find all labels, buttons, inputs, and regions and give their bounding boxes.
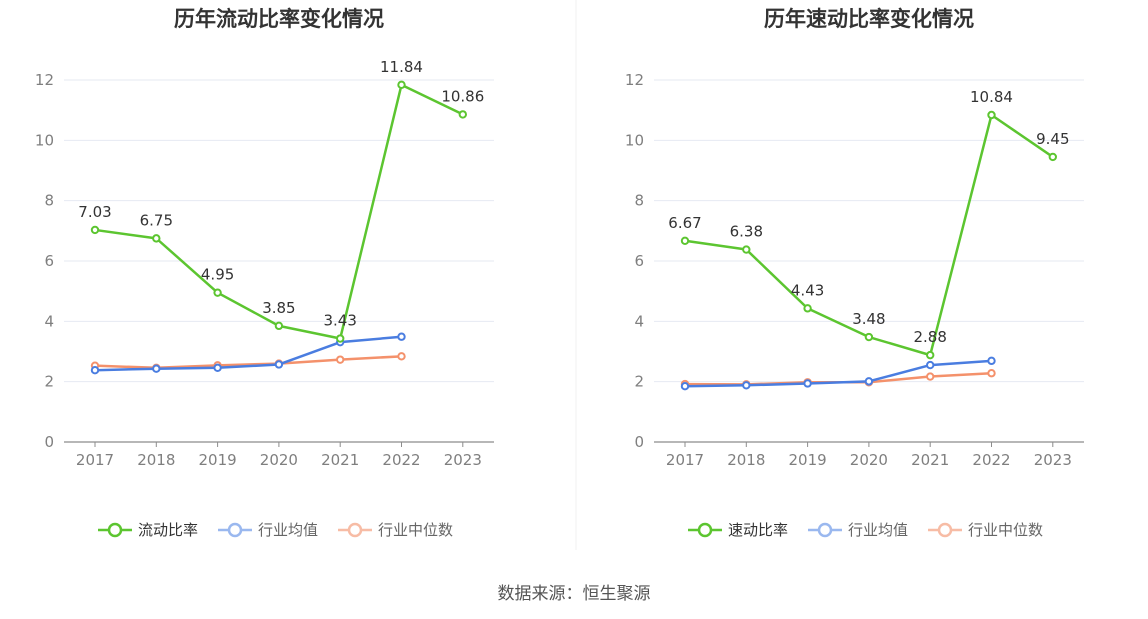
x-tick-label: 2019 — [789, 451, 827, 469]
data-point — [680, 381, 690, 391]
legend-label: 行业中位数 — [378, 521, 453, 539]
legend-label: 行业均值 — [848, 521, 908, 539]
data-point — [336, 355, 345, 364]
source-note: 数据来源：恒生聚源 — [498, 584, 651, 604]
x-tick-label: 2017 — [666, 451, 704, 469]
data-point — [213, 363, 222, 372]
legend-marker — [227, 522, 243, 538]
data-label: 10.86 — [441, 87, 484, 105]
data-point — [864, 377, 874, 386]
data-point — [803, 304, 812, 313]
y-tick-label: 8 — [634, 192, 644, 210]
y-tick-label: 6 — [44, 252, 54, 270]
y-tick-label: 12 — [625, 71, 644, 89]
data-label: 11.84 — [380, 58, 423, 76]
y-tick-label: 0 — [634, 433, 644, 451]
data-label: 6.75 — [140, 211, 173, 229]
data-point — [803, 379, 812, 388]
data-point — [397, 332, 406, 341]
data-point — [987, 369, 996, 378]
data-point — [926, 372, 935, 381]
y-tick-label: 10 — [35, 131, 54, 149]
data-label: 3.48 — [852, 310, 885, 328]
data-label: 3.43 — [323, 312, 356, 330]
legend-marker — [347, 522, 363, 538]
data-point — [987, 356, 996, 366]
data-point — [397, 80, 406, 90]
legend-marker — [817, 522, 833, 538]
data-label: 3.85 — [262, 299, 295, 317]
legend-label: 速动比率 — [728, 521, 788, 539]
series-line — [94, 335, 402, 372]
x-tick-label: 2017 — [76, 451, 114, 469]
data-point — [152, 234, 161, 243]
y-tick-label: 2 — [44, 373, 54, 391]
data-label: 4.95 — [201, 266, 234, 284]
data-label: 7.03 — [78, 203, 111, 221]
x-tick-label: 2018 — [727, 451, 765, 469]
x-tick-label: 2022 — [382, 451, 420, 469]
data-label: 2.88 — [913, 328, 946, 346]
legend-label: 行业均值 — [258, 521, 318, 539]
x-tick-label: 2022 — [972, 451, 1010, 469]
chart-title: 历年流动比率变化情况 — [174, 7, 384, 31]
x-tick-label: 2019 — [199, 451, 237, 469]
y-tick-label: 0 — [44, 433, 54, 451]
data-label: 10.84 — [970, 88, 1013, 106]
data-point — [742, 381, 751, 390]
legend-label: 行业中位数 — [968, 521, 1043, 539]
legend-marker — [107, 522, 123, 538]
x-tick-label: 2023 — [1034, 451, 1072, 469]
data-label: 4.43 — [791, 281, 824, 299]
legend-marker — [937, 522, 953, 538]
x-tick-label: 2021 — [911, 451, 949, 469]
legend-marker — [697, 522, 713, 538]
data-point — [397, 352, 406, 361]
y-tick-label: 4 — [634, 312, 644, 330]
x-tick-label: 2020 — [850, 451, 888, 469]
data-label: 9.45 — [1036, 130, 1069, 148]
data-point — [152, 364, 161, 373]
x-tick-label: 2018 — [137, 451, 175, 469]
y-tick-label: 12 — [35, 71, 54, 89]
data-point — [213, 288, 222, 297]
y-tick-label: 8 — [44, 192, 54, 210]
y-tick-label: 6 — [634, 252, 644, 270]
x-tick-label: 2023 — [444, 451, 482, 469]
data-point — [864, 332, 874, 342]
current-ratio-chart: 历年流动比率变化情况 0 2 4 6 8 10 12 2017 2018 2019 2020 2021 2… — [35, 7, 494, 539]
data-point — [90, 366, 100, 375]
data-point — [274, 321, 284, 331]
data-label: 6.67 — [668, 214, 701, 232]
data-point — [680, 236, 690, 245]
data-point — [336, 334, 345, 343]
series-line — [94, 355, 402, 370]
data-point — [926, 360, 935, 370]
x-tick-label: 2021 — [321, 451, 359, 469]
y-tick-label: 4 — [44, 312, 54, 330]
data-point — [1048, 152, 1058, 162]
series-line — [684, 359, 992, 388]
data-point — [742, 245, 751, 254]
data-point — [90, 225, 100, 235]
chart-title: 历年速动比率变化情况 — [764, 7, 974, 31]
data-point — [458, 110, 467, 119]
data-point — [987, 110, 996, 120]
legend-label: 流动比率 — [138, 521, 198, 539]
x-tick-label: 2020 — [260, 451, 298, 469]
data-point — [274, 360, 284, 369]
y-tick-label: 10 — [625, 131, 644, 149]
data-label: 6.38 — [730, 223, 763, 241]
quick-ratio-chart: 历年速动比率变化情况 0 2 4 6 8 10 12 2017 2018 2019 2020 2021 2… — [625, 7, 1084, 539]
y-tick-label: 2 — [634, 373, 644, 391]
data-point — [926, 350, 935, 360]
